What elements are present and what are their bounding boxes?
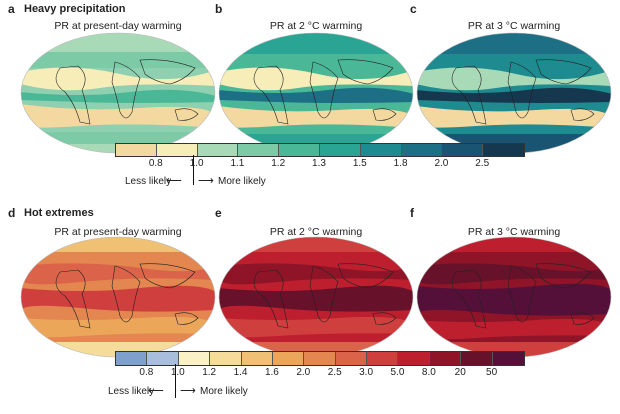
map-hot-extremes-present	[20, 236, 216, 358]
colorbar-hot-extremes	[115, 351, 525, 366]
more-likely-label-bottom: More likely	[200, 386, 248, 397]
map-heavy-precip-present	[20, 32, 216, 154]
colorbar-top-tick-label: 1.2	[271, 158, 286, 169]
map-title-d: PR at present-day warming	[54, 226, 182, 238]
colorbar-top-tick-label: 1.3	[312, 158, 326, 169]
colorbar-bottom-tick-label: 8.0	[421, 367, 436, 378]
colorbar-bottom-swatch	[429, 352, 462, 365]
colorbar-bottom-swatch	[492, 352, 524, 365]
map-heavy-precip-2c	[218, 32, 414, 154]
colorbar-top-swatch	[483, 144, 524, 156]
likely-divider-bottom	[175, 364, 176, 398]
colorbar-bottom-swatch	[178, 352, 211, 365]
colorbar-top-tick-label: 1.1	[230, 158, 245, 169]
colorbar-bottom-tick-label: 5.0	[390, 367, 405, 378]
colorbar-top-swatch	[238, 144, 280, 156]
section-title-heavy-precipitation: Heavy precipitation	[24, 3, 126, 15]
colorbar-top-swatch	[116, 144, 157, 156]
less-likely-label-top: Less likely	[125, 176, 172, 187]
colorbar-bottom-tick-label: 1.0	[170, 367, 185, 378]
colorbar-top-swatch	[401, 144, 443, 156]
colorbar-top-tick-label: 0.8	[148, 158, 163, 169]
colorbar-bottom-tick-label: 1.2	[202, 367, 217, 378]
likely-divider-top	[193, 155, 194, 185]
colorbar-bottom-swatch	[116, 352, 148, 365]
colorbar-bottom-swatch	[272, 352, 305, 365]
panel-letter-d: d	[8, 206, 16, 220]
map-hot-extremes-3c	[416, 236, 612, 358]
colorbar-top-swatch	[156, 144, 198, 156]
colorbar-bottom-tick-label: 2.5	[327, 367, 342, 378]
colorbar-bottom-swatch	[304, 352, 336, 365]
less-likely-label-bottom: Less likely	[108, 386, 155, 397]
colorbar-bottom-tick-label: 0.8	[139, 367, 154, 378]
colorbar-bottom-swatch	[367, 352, 399, 365]
colorbar-bottom-swatch	[210, 352, 242, 365]
colorbar-bottom-tick-label: 50	[486, 367, 498, 378]
arrow-right-icon: ⟶	[180, 385, 196, 397]
map-heavy-precip-3c	[416, 32, 612, 154]
colorbar-top-tick-label: 2.5	[475, 158, 490, 169]
map-title-b: PR at 2 °C warming	[269, 20, 363, 32]
colorbar-top-tick-label: 2.0	[434, 158, 449, 169]
colorbar-bottom-tick-label: 1.6	[264, 367, 279, 378]
colorbar-heavy-precipitation	[115, 143, 525, 157]
arrow-right-icon: ⟶	[198, 175, 214, 187]
colorbar-bottom-swatch	[241, 352, 273, 365]
arrow-left-icon: ⟵	[166, 175, 182, 187]
colorbar-top-swatch	[319, 144, 361, 156]
colorbar-bottom-swatch	[398, 352, 430, 365]
panel-letter-c: c	[410, 2, 417, 16]
colorbar-bottom-swatch	[335, 352, 367, 365]
map-hot-extremes-2c	[218, 236, 414, 358]
colorbar-top-tick-label: 1.5	[352, 158, 367, 169]
colorbar-bottom-tick-label: 1.4	[233, 367, 248, 378]
colorbar-bottom-tick-label: 2.0	[296, 367, 311, 378]
arrow-left-icon: ⟵	[148, 385, 164, 397]
panel-letter-e: e	[215, 206, 222, 220]
colorbar-bottom-swatch	[147, 352, 179, 365]
map-title-e: PR at 2 °C warming	[269, 226, 363, 238]
colorbar-bottom-tick-label: 3.0	[359, 367, 374, 378]
section-title-hot-extremes: Hot extremes	[24, 207, 94, 219]
panel-letter-a: a	[8, 2, 15, 16]
map-title-f: PR at 3 °C warming	[467, 226, 561, 238]
panel-letter-f: f	[410, 206, 414, 220]
map-title-a: PR at present-day warming	[54, 20, 182, 32]
map-title-c: PR at 3 °C warming	[467, 20, 561, 32]
more-likely-label-top: More likely	[218, 176, 266, 187]
colorbar-top-swatch	[279, 144, 320, 156]
colorbar-bottom-swatch	[461, 352, 493, 365]
colorbar-top-swatch	[442, 144, 484, 156]
colorbar-top-tick-label: 1.0	[189, 158, 204, 169]
colorbar-top-tick-label: 1.8	[393, 158, 408, 169]
colorbar-bottom-tick-label: 20	[454, 367, 466, 378]
colorbar-top-swatch	[360, 144, 402, 156]
colorbar-top-swatch	[197, 144, 239, 156]
panel-letter-b: b	[215, 2, 223, 16]
